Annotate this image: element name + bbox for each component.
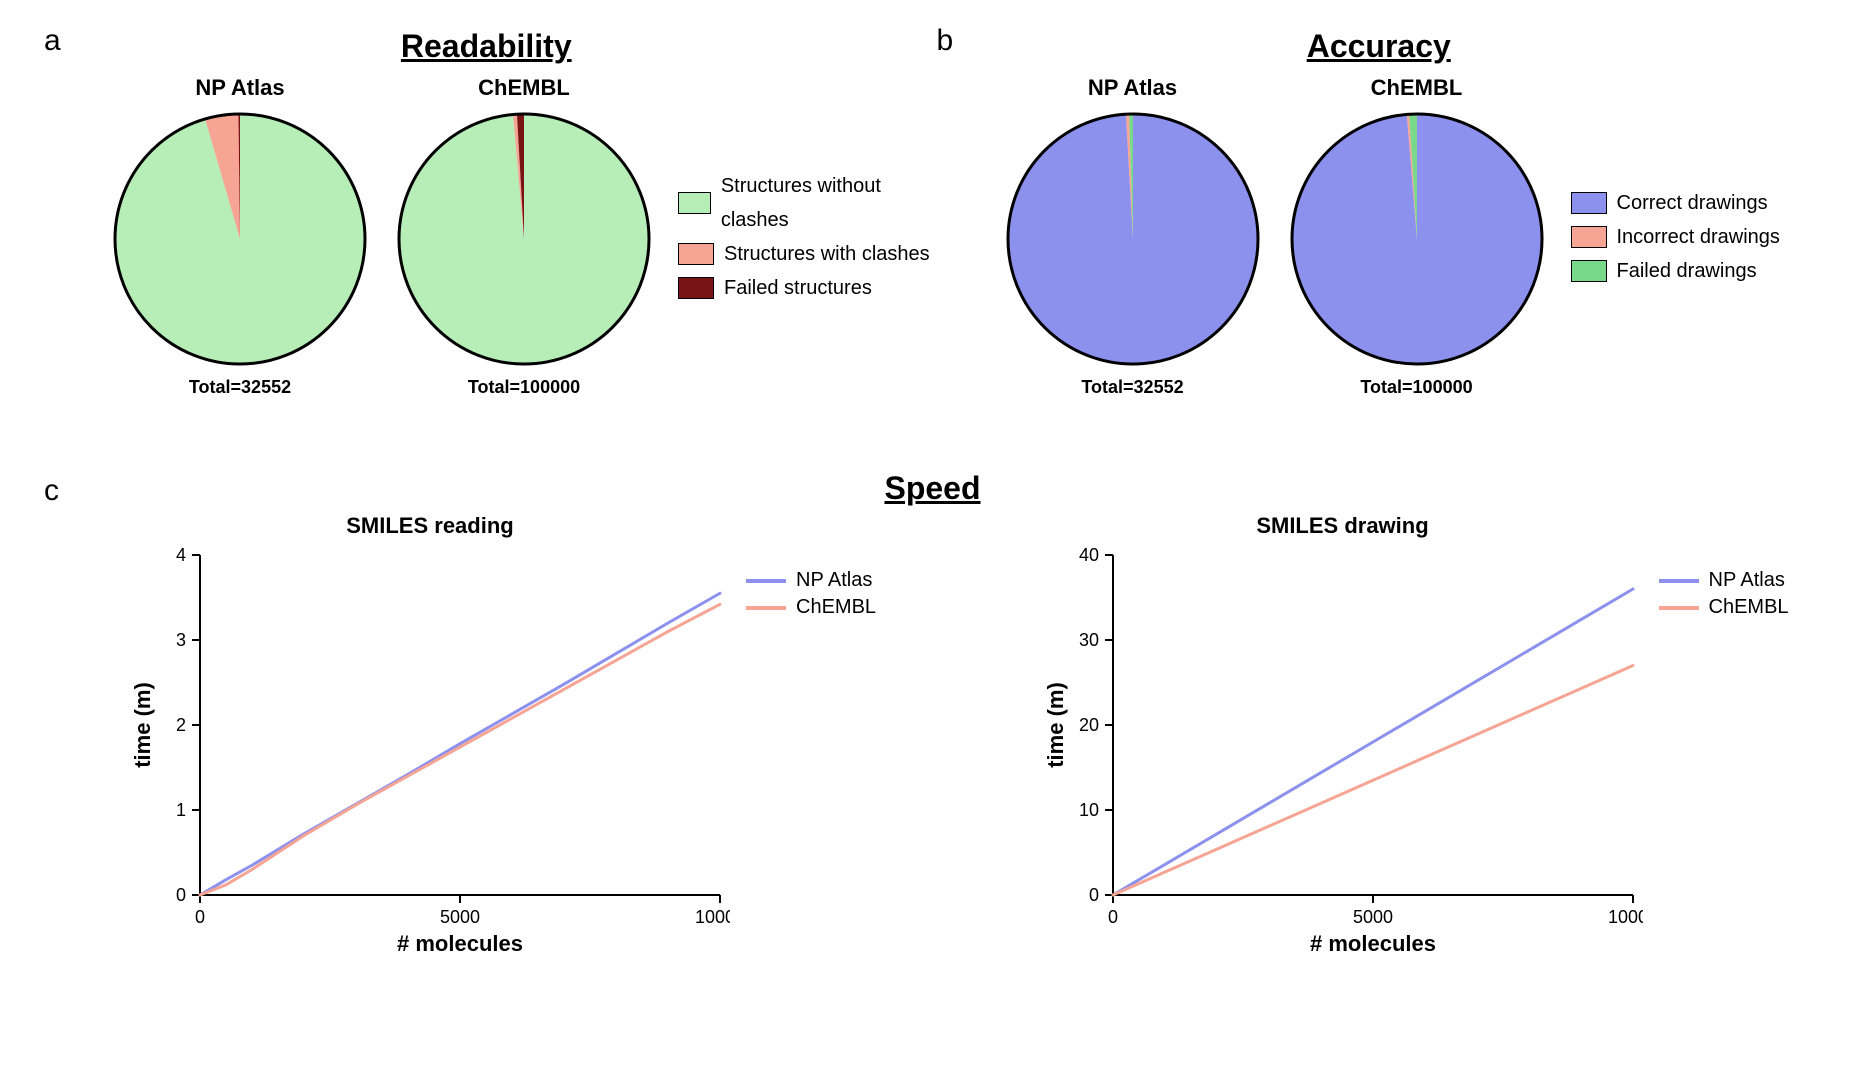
legend-swatch [1571, 260, 1607, 282]
legend-item: Failed structures [678, 271, 933, 305]
svg-text:30: 30 [1078, 630, 1098, 650]
svg-text:4: 4 [176, 545, 186, 565]
speed-reading-legend: NP Atlas ChEMBL [746, 569, 876, 623]
speed-drawing-subtitle: SMILES drawing [1043, 513, 1643, 539]
svg-text:0: 0 [195, 907, 205, 927]
speed-reading-svg: 0 5000 10000 0 1 2 3 4 # molecules time (m) [130, 545, 730, 965]
svg-text:# molecules: # molecules [1310, 931, 1436, 956]
legend-swatch [678, 243, 714, 265]
legend-line-swatch [746, 579, 786, 583]
panel-c-body: SMILES reading 0 5000 10000 0 1 2 3 4 # molecule… [40, 513, 1825, 970]
svg-text:5000: 5000 [1352, 907, 1392, 927]
legend-label: Correct drawings [1617, 186, 1768, 220]
legend-line-swatch [1659, 579, 1699, 583]
panel-a: a Readability NP Atlas Total=32552 ChEMB… [40, 20, 933, 450]
speed-drawing-block: SMILES drawing 0 5000 10000 0 10 20 30 40 # mole… [953, 513, 1826, 970]
svg-text:# molecules: # molecules [397, 931, 523, 956]
legend-label: ChEMBL [1709, 596, 1789, 619]
svg-text:0: 0 [1107, 907, 1117, 927]
accuracy-chembl-subtitle: ChEMBL [1371, 75, 1463, 101]
svg-text:time (m): time (m) [1043, 682, 1068, 768]
legend-swatch [1571, 192, 1607, 214]
legend-swatch [678, 277, 714, 299]
legend-label: Structures with clashes [724, 237, 930, 271]
panel-a-label: a [44, 24, 61, 58]
svg-text:10000: 10000 [1607, 907, 1642, 927]
legend-item: Structures without clashes [678, 169, 933, 237]
legend-label: ChEMBL [796, 596, 876, 619]
panel-b: b Accuracy NP Atlas Total=32552 ChEMBL T… [933, 20, 1826, 450]
legend-swatch [1571, 226, 1607, 248]
speed-drawing-chartwrap: SMILES drawing 0 5000 10000 0 10 20 30 40 # mole… [1043, 513, 1643, 970]
panel-b-body: NP Atlas Total=32552 ChEMBL Total=100000… [933, 75, 1826, 398]
readability-pie-np: NP Atlas Total=32552 [110, 75, 370, 398]
top-row: a Readability NP Atlas Total=32552 ChEMB… [40, 20, 1825, 450]
panel-c-title: Speed [40, 470, 1825, 507]
legend-label: Incorrect drawings [1617, 220, 1780, 254]
speed-drawing-svg: 0 5000 10000 0 10 20 30 40 # molecules time (m) [1043, 545, 1643, 965]
svg-text:1: 1 [176, 800, 186, 820]
legend-item: Failed drawings [1571, 254, 1780, 288]
accuracy-np-subtitle: NP Atlas [1088, 75, 1177, 101]
readability-chembl-pie-svg [394, 109, 654, 369]
readability-legend: Structures without clashesStructures wit… [678, 169, 933, 305]
panel-b-title: Accuracy [933, 28, 1826, 65]
panel-a-title: Readability [40, 28, 933, 65]
legend-swatch [678, 192, 711, 214]
svg-text:3: 3 [176, 630, 186, 650]
readability-chembl-total: Total=100000 [468, 377, 580, 398]
legend-item: Incorrect drawings [1571, 220, 1780, 254]
accuracy-pie-np: NP Atlas Total=32552 [1003, 75, 1263, 398]
panel-c: c Speed SMILES reading 0 5000 10000 0 1 2 3 4 # … [40, 470, 1825, 1030]
accuracy-np-pie-svg [1003, 109, 1263, 369]
svg-text:2: 2 [176, 715, 186, 735]
legend-item: ChEMBL [746, 596, 876, 619]
accuracy-np-total: Total=32552 [1081, 377, 1183, 398]
accuracy-legend: Correct drawingsIncorrect drawingsFailed… [1571, 186, 1780, 288]
legend-label: Failed drawings [1617, 254, 1757, 288]
legend-item: Correct drawings [1571, 186, 1780, 220]
legend-item: NP Atlas [1659, 569, 1789, 592]
legend-label: Failed structures [724, 271, 872, 305]
speed-drawing-legend: NP Atlas ChEMBL [1659, 569, 1789, 623]
readability-np-total: Total=32552 [189, 377, 291, 398]
speed-reading-block: SMILES reading 0 5000 10000 0 1 2 3 4 # molecule… [40, 513, 913, 970]
readability-np-subtitle: NP Atlas [195, 75, 284, 101]
panel-b-label: b [937, 24, 954, 58]
svg-text:10: 10 [1078, 800, 1098, 820]
svg-text:0: 0 [176, 885, 186, 905]
svg-text:5000: 5000 [440, 907, 480, 927]
panel-a-body: NP Atlas Total=32552 ChEMBL Total=100000… [40, 75, 933, 398]
legend-label: Structures without clashes [721, 169, 933, 237]
speed-reading-subtitle: SMILES reading [130, 513, 730, 539]
readability-chembl-subtitle: ChEMBL [478, 75, 570, 101]
svg-text:40: 40 [1078, 545, 1098, 565]
svg-text:10000: 10000 [695, 907, 730, 927]
accuracy-chembl-total: Total=100000 [1360, 377, 1472, 398]
accuracy-chembl-pie-svg [1287, 109, 1547, 369]
legend-item: Structures with clashes [678, 237, 933, 271]
speed-reading-chartwrap: SMILES reading 0 5000 10000 0 1 2 3 4 # molecule… [130, 513, 730, 970]
svg-text:0: 0 [1088, 885, 1098, 905]
legend-label: NP Atlas [796, 569, 872, 592]
figure-root: a Readability NP Atlas Total=32552 ChEMB… [0, 0, 1865, 1066]
panel-c-label: c [44, 474, 59, 508]
legend-line-swatch [1659, 606, 1699, 610]
legend-item: ChEMBL [1659, 596, 1789, 619]
legend-line-swatch [746, 606, 786, 610]
readability-pie-chembl: ChEMBL Total=100000 [394, 75, 654, 398]
svg-text:time (m): time (m) [130, 682, 155, 768]
legend-item: NP Atlas [746, 569, 876, 592]
svg-text:20: 20 [1078, 715, 1098, 735]
readability-np-pie-svg [110, 109, 370, 369]
legend-label: NP Atlas [1709, 569, 1785, 592]
accuracy-pie-chembl: ChEMBL Total=100000 [1287, 75, 1547, 398]
